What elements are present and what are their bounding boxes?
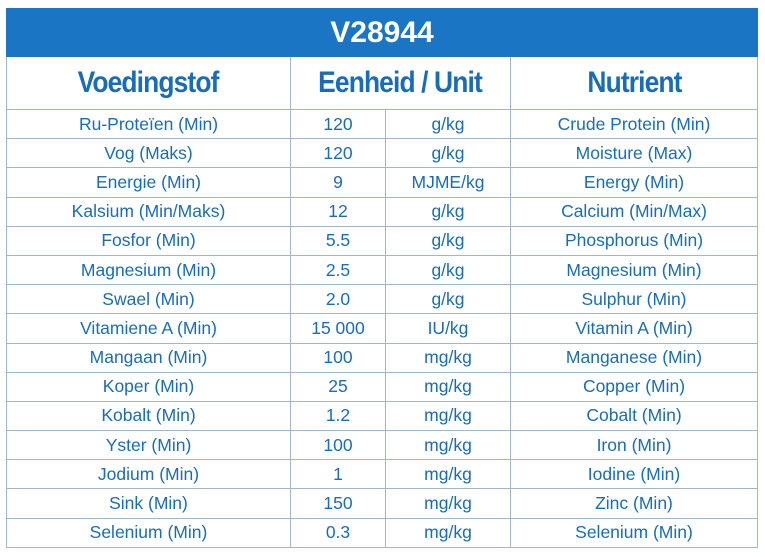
column-header: Voedingstof <box>6 56 291 110</box>
nutrient-af-cell: Vog (Maks) <box>6 138 291 169</box>
nutrient-en-cell: Zinc (Min) <box>510 488 758 519</box>
unit-cell: g/kg <box>385 108 511 140</box>
table-row: Ru-Proteïen (Min) 120 g/kg Crude Protein (M… <box>6 108 758 140</box>
nutrient-en-cell: Iodine (Min) <box>510 459 758 490</box>
unit-cell: g/kg <box>385 138 511 169</box>
unit-cell: mg/kg <box>385 371 511 402</box>
table-row: Koper (Min) 25 mg/kg Copper (Min) <box>6 371 758 402</box>
table-row: Energie (Min) 9 MJME/kg Energy (Min) <box>6 167 758 198</box>
value-cell: 0.3 <box>290 517 386 548</box>
table-row: Kobalt (Min) 1.2 mg/kg Cobalt (Min) <box>6 400 758 432</box>
value-cell: 120 <box>290 108 386 140</box>
nutrient-en-cell: Iron (Min) <box>510 430 758 461</box>
nutrient-en-cell: Sulphur (Min) <box>510 284 758 315</box>
column-header-text: Eenheid / Unit <box>318 66 484 99</box>
nutrient-en-cell: Manganese (Min) <box>510 342 758 373</box>
table-row: Yster (Min) 100 mg/kg Iron (Min) <box>6 430 758 461</box>
value-cell: 9 <box>290 167 386 198</box>
nutrient-en-cell: Moisture (Max) <box>510 138 758 169</box>
unit-cell: mg/kg <box>385 488 511 519</box>
nutrient-af-cell: Jodium (Min) <box>6 459 291 490</box>
nutrient-en-cell: Phosphorus (Min) <box>510 225 758 256</box>
value-cell: 2.0 <box>290 284 386 315</box>
nutrient-af-cell: Yster (Min) <box>6 430 291 461</box>
value-cell: 100 <box>290 430 386 461</box>
table-row: Fosfor (Min) 5.5 g/kg Phosphorus (Min) <box>6 225 758 256</box>
unit-cell: mg/kg <box>385 459 511 490</box>
nutrient-af-cell: Sink (Min) <box>6 488 291 519</box>
nutrient-af-cell: Kalsium (Min/Maks) <box>6 196 291 227</box>
nutrient-en-cell: Copper (Min) <box>510 371 758 402</box>
table-row: Magnesium (Min) 2.5 g/kg Magnesium (Min) <box>6 254 758 286</box>
unit-cell: g/kg <box>385 284 511 315</box>
product-code: V28944 <box>6 8 758 57</box>
unit-cell: g/kg <box>385 225 511 256</box>
unit-cell: MJME/kg <box>385 167 511 198</box>
unit-cell: g/kg <box>385 254 511 286</box>
nutrient-en-cell: Magnesium (Min) <box>510 254 758 286</box>
unit-cell: IU/kg <box>385 313 511 344</box>
value-cell: 2.5 <box>290 254 386 286</box>
nutrient-af-cell: Swael (Min) <box>6 284 291 315</box>
table-row: Swael (Min) 2.0 g/kg Sulphur (Min) <box>6 284 758 315</box>
table-row: Mangaan (Min) 100 mg/kg Manganese (Min) <box>6 342 758 373</box>
title-row: V28944 <box>6 8 758 57</box>
column-header: Eenheid / Unit <box>290 56 511 110</box>
value-cell: 25 <box>290 371 386 402</box>
table-row: Sink (Min) 150 mg/kg Zinc (Min) <box>6 488 758 519</box>
value-cell: 15 000 <box>290 313 386 344</box>
nutrient-table: V28944 Voedingstof Eenheid / Unit Nutrient… <box>6 8 758 548</box>
unit-cell: mg/kg <box>385 430 511 461</box>
value-cell: 12 <box>290 196 386 227</box>
table-row: Vog (Maks) 120 g/kg Moisture (Max) <box>6 138 758 169</box>
header-row: Voedingstof Eenheid / Unit Nutrient <box>6 56 758 110</box>
value-cell: 1.2 <box>290 400 386 432</box>
column-header: Nutrient <box>510 56 758 110</box>
nutrient-af-cell: Energie (Min) <box>6 167 291 198</box>
column-header-text: Nutrient <box>586 66 682 99</box>
value-cell: 1 <box>290 459 386 490</box>
nutrient-en-cell: Energy (Min) <box>510 167 758 198</box>
nutrient-af-cell: Magnesium (Min) <box>6 254 291 286</box>
nutrient-af-cell: Kobalt (Min) <box>6 400 291 432</box>
value-cell: 100 <box>290 342 386 373</box>
table-row: Kalsium (Min/Maks) 12 g/kg Calcium (Min/Max… <box>6 196 758 227</box>
nutrient-en-cell: Selenium (Min) <box>510 517 758 548</box>
nutrient-af-cell: Selenium (Min) <box>6 517 291 548</box>
table-row: Selenium (Min) 0.3 mg/kg Selenium (Min) <box>6 517 758 548</box>
value-cell: 5.5 <box>290 225 386 256</box>
value-cell: 150 <box>290 488 386 519</box>
table-row: Jodium (Min) 1 mg/kg Iodine (Min) <box>6 459 758 490</box>
table-row: Vitamiene A (Min) 15 000 IU/kg Vitamin A (M… <box>6 313 758 344</box>
unit-cell: g/kg <box>385 196 511 227</box>
nutrient-en-cell: Crude Protein (Min) <box>510 108 758 140</box>
spec-sheet: V28944 Voedingstof Eenheid / Unit Nutrient… <box>6 8 758 548</box>
unit-cell: mg/kg <box>385 342 511 373</box>
nutrient-af-cell: Fosfor (Min) <box>6 225 291 256</box>
nutrient-af-cell: Vitamiene A (Min) <box>6 313 291 344</box>
nutrient-en-cell: Cobalt (Min) <box>510 400 758 432</box>
nutrient-af-cell: Mangaan (Min) <box>6 342 291 373</box>
unit-cell: mg/kg <box>385 400 511 432</box>
unit-cell: mg/kg <box>385 517 511 548</box>
table-body: Ru-Proteïen (Min) 120 g/kg Crude Protein (M… <box>6 108 758 548</box>
nutrient-af-cell: Ru-Proteïen (Min) <box>6 108 291 140</box>
nutrient-en-cell: Vitamin A (Min) <box>510 313 758 344</box>
value-cell: 120 <box>290 138 386 169</box>
nutrient-en-cell: Calcium (Min/Max) <box>510 196 758 227</box>
column-header-text: Voedingstof <box>78 66 220 99</box>
nutrient-af-cell: Koper (Min) <box>6 371 291 402</box>
